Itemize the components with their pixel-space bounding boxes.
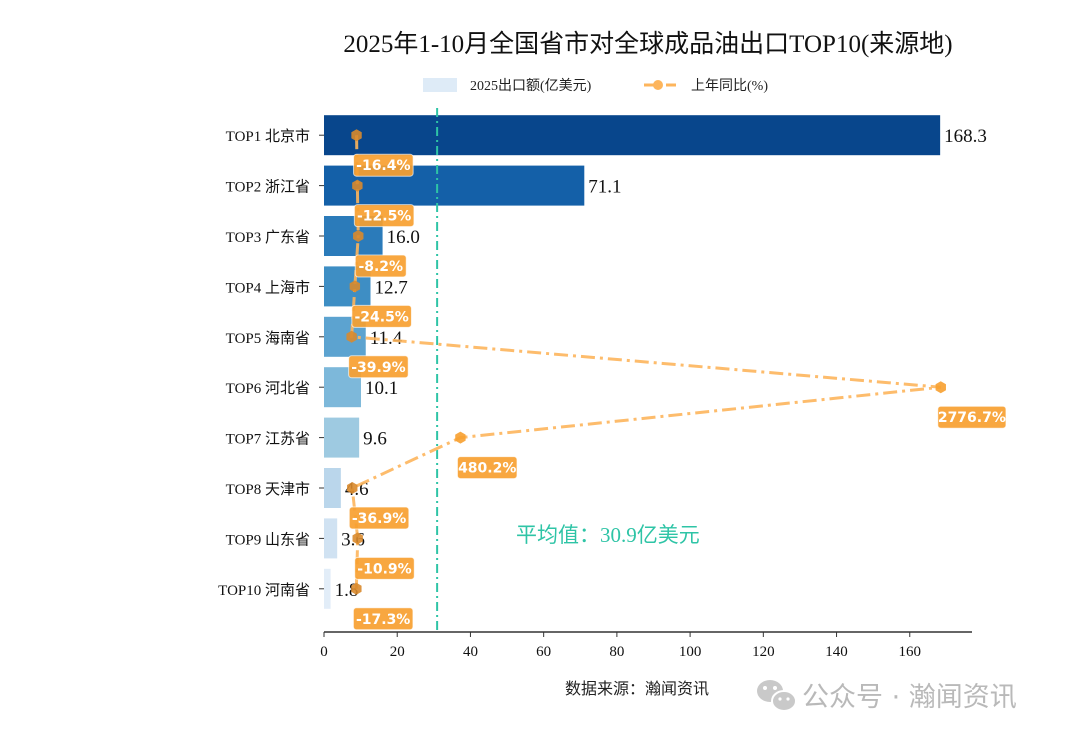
yoy-label-box [456,456,518,480]
source-note: 数据来源：瀚闻资讯 [565,680,709,698]
yoy-label-box [353,153,414,177]
y-tick-label: TOP3 广东省 [226,229,310,246]
yoy-marker [351,582,362,595]
bar-value-label: 1.8 [335,580,359,601]
legend-bar-label: 2025出口额(亿美元) [470,78,592,94]
yoy-label-box [937,405,1007,429]
yoy-label-text: -24.5% [354,309,408,325]
x-tick-label: 0 [320,644,328,660]
yoy-marker [353,230,364,242]
yoy-marker [346,330,357,343]
yoy-label-text: -10.9% [357,561,411,577]
yoy-data-label: -36.9% [348,506,410,530]
watermark-text: 公众号 · 瀚闻资讯 [802,682,1017,713]
y-tick-label: TOP2 浙江省 [226,179,310,196]
yoy-label-box [351,304,412,328]
yoy-data-label: 480.2% [456,456,518,480]
yoy-data-label: -24.5% [351,304,412,328]
y-tick-label: TOP4 上海市 [226,279,310,296]
average-label: 平均值：30.9亿美元 [516,523,700,547]
x-tick-label: 60 [536,644,551,660]
yoy-marker [352,532,363,545]
bar [324,468,341,508]
legend-bar-swatch [423,78,457,92]
yoy-label-box [354,254,407,278]
legend-line-marker [653,80,663,90]
yoy-marker [351,129,362,142]
yoy-label-box [348,506,410,530]
yoy-marker [352,179,363,192]
x-tick-label: 20 [390,644,405,660]
yoy-label-text: -12.5% [357,209,411,225]
bar-value-label: 168.3 [944,126,987,147]
yoy-label-box [348,355,409,379]
x-tick-label: 120 [752,644,775,660]
yoy-data-label: -17.3% [352,607,414,631]
yoy-marker [935,381,946,394]
yoy-label-text: 480.2% [458,461,516,477]
yoy-label-text: -39.9% [351,360,405,376]
y-tick-label: TOP5 海南省 [226,330,310,347]
yoy-label-text: -16.4% [356,158,410,174]
bar [324,115,941,156]
yoy-label-box [353,204,415,228]
y-tick-label: TOP1 北京市 [226,128,310,145]
bar-value-label: 10.1 [365,378,398,399]
yoy-label-text: 2776.7% [938,410,1006,426]
bar [324,518,338,559]
yoy-marker [347,482,358,494]
chart-title: 2025年1-10月全国省市对全球成品油出口TOP10(来源地) [343,30,952,58]
yoy-label-text: -36.9% [352,511,406,527]
x-tick-label: 100 [679,644,702,660]
yoy-label-text: -8.2% [358,259,403,275]
bar [324,417,360,458]
yoy-marker [455,431,466,444]
yoy-label-text: -17.3% [356,612,410,628]
y-tick-label: TOP6 河北省 [226,380,310,397]
yoy-marker [349,280,361,293]
x-tick-label: 160 [899,644,922,660]
legend: 2025出口额(亿美元) 上年同比(%) [423,78,768,94]
yoy-data-label: -12.5% [353,204,415,228]
x-tick-label: 40 [463,644,478,660]
wechat-icon [757,680,797,712]
yoy-label-box [352,607,414,631]
yoy-data-label: -8.2% [354,254,407,278]
x-tick-label: 80 [609,644,624,660]
bar-value-label: 12.7 [374,277,407,298]
bar-value-label: 9.6 [363,429,387,450]
bar [324,568,331,609]
yoy-data-label: -10.9% [354,556,415,580]
yoy-data-label: -16.4% [353,153,414,177]
y-tick-label: TOP8 天津市 [226,481,310,498]
legend-line-label: 上年同比(%) [691,78,768,94]
y-tick-label: TOP9 山东省 [226,531,310,548]
y-tick-label: TOP10 河南省 [218,582,310,599]
yoy-data-label: -39.9% [348,355,409,379]
bar-value-label: 71.1 [588,177,621,198]
yoy-label-box [354,556,415,580]
watermark: 公众号 · 瀚闻资讯 [757,680,1017,713]
yoy-data-label: 2776.7% [937,405,1007,429]
bar-value-label: 16.0 [387,227,420,248]
x-tick-label: 140 [825,644,848,660]
y-tick-label: TOP7 江苏省 [226,431,310,448]
